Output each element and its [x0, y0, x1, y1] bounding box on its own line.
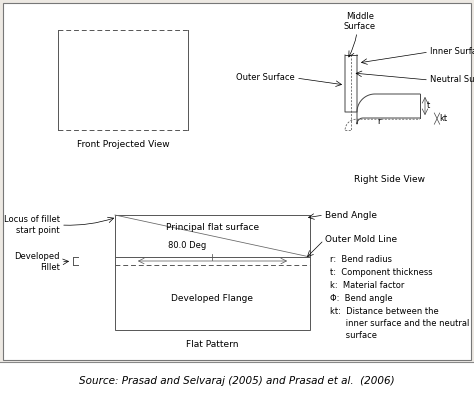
Text: Bend Angle: Bend Angle — [325, 210, 377, 220]
Bar — [4, 4, 470, 359]
Bar — [0, 362, 474, 400]
Text: Outer Surface: Outer Surface — [236, 74, 295, 82]
Text: Neutral Surface: Neutral Surface — [430, 76, 474, 84]
Text: r:  Bend radius: r: Bend radius — [330, 255, 392, 264]
Text: Flat Pattern: Flat Pattern — [186, 340, 239, 349]
Text: Right Side View: Right Side View — [355, 175, 426, 184]
Text: kt: kt — [439, 114, 447, 123]
Text: Locus of fillet
start point: Locus of fillet start point — [4, 215, 60, 235]
Text: Middle
Surface: Middle Surface — [344, 12, 376, 31]
Text: Developed Flange: Developed Flange — [172, 294, 254, 303]
Bar — [3, 3, 471, 360]
Text: Developed
Fillet: Developed Fillet — [15, 252, 60, 272]
Text: Φ:  Bend angle: Φ: Bend angle — [330, 294, 392, 303]
Text: Principal flat surface: Principal flat surface — [166, 224, 259, 232]
Text: k:  Material factor: k: Material factor — [330, 281, 404, 290]
Text: kt:  Distance between the
      inner surface and the neutral
      surface: kt: Distance between the inner surface a… — [330, 307, 469, 340]
Text: Outer Mold Line: Outer Mold Line — [325, 236, 397, 244]
Text: t: t — [427, 102, 430, 110]
Text: t:  Component thickness: t: Component thickness — [330, 268, 433, 277]
Text: 80.0 Deg: 80.0 Deg — [168, 242, 207, 250]
Text: r: r — [377, 117, 381, 126]
Text: Source: Prasad and Selvaraj (2005) and Prasad et al.  (2006): Source: Prasad and Selvaraj (2005) and P… — [79, 376, 395, 386]
Bar — [115, 215, 310, 330]
Text: Front Projected View: Front Projected View — [77, 140, 169, 149]
Text: Inner Surface: Inner Surface — [430, 48, 474, 56]
